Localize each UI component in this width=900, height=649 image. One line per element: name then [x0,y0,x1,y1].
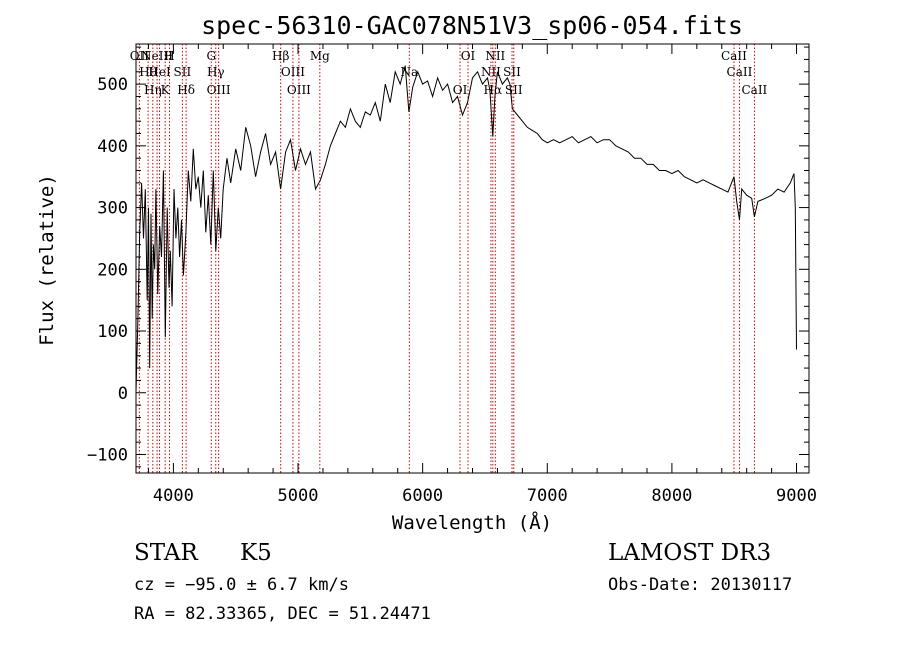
line-marker-label: OI [453,83,468,97]
line-marker-label: Hβ [272,49,289,63]
x-tick-label: 5000 [278,486,319,506]
x-tick-label: 4000 [153,486,194,506]
line-marker-label: OII [130,49,150,63]
line-markers [138,44,755,473]
x-tick-label: 6000 [402,486,443,506]
y-tick-label: 400 [97,137,128,157]
y-tick-label: 100 [97,322,128,342]
x-axis: 4000 5000 6000 7000 8000 9000 [147,44,817,506]
object-subclass: K5 [240,540,272,566]
y-axis: −100 0 100 200 300 400 500 [87,46,809,468]
y-tick-label: 0 [118,384,128,404]
x-axis-label: Wavelength (Å) [392,511,552,534]
survey-name: LAMOST DR3 [608,540,772,566]
redshift-cz: cz = −95.0 ± 6.7 km/s [134,575,349,595]
object-class: STAR [134,540,198,566]
line-marker-label: Hδ [177,83,195,97]
line-marker-label: OIII [207,83,231,97]
line-marker-label: Hθ [139,65,157,79]
line-marker-label: OI [461,49,476,63]
line-marker-label: SII [503,65,521,79]
line-marker-label: OIII [281,65,305,79]
y-tick-label: 300 [97,199,128,219]
line-marker-label: CaII [727,65,753,79]
x-tick-label: 9000 [776,486,817,506]
chart-title: spec-56310-GAC078N51V3_sp06-054.fits [201,11,743,40]
y-tick-label: −100 [87,445,128,465]
line-marker-label: SII [505,83,523,97]
line-marker-label: SII [174,65,192,79]
line-marker-label: HeI [148,65,171,79]
y-tick-label: 200 [97,260,128,280]
line-marker-label: Mg [310,49,330,63]
line-marker-label: NeIII [141,49,173,63]
line-marker-label: Hα [484,83,503,97]
x-tick-label: 7000 [527,486,568,506]
line-marker-label: K [161,83,171,97]
line-marker-label: G [206,49,216,63]
coordinates: RA = 82.33365, DEC = 51.24471 [134,604,431,624]
line-marker-label: Hη [144,83,162,97]
line-marker-label: OIII [287,83,311,97]
x-tick-label: 8000 [651,486,692,506]
spectrum-line [135,65,797,393]
y-axis-label: Flux (relative) [36,174,58,346]
line-marker-label: NII [481,65,501,79]
plot-frame [135,43,810,474]
line-marker-labels: OIIHθHηNeIIIHeIKHSIIHδGHγOIIIHβOIIIOIIIM… [130,49,768,97]
line-marker-label: CaII [721,49,747,63]
line-marker-label: NII [485,49,505,63]
y-tick-label: 500 [97,75,128,95]
line-marker-label: H [164,49,174,63]
obs-date: Obs-Date: 20130117 [608,575,793,595]
line-marker-label: Hγ [207,65,225,79]
line-marker-label: CaII [741,83,767,97]
